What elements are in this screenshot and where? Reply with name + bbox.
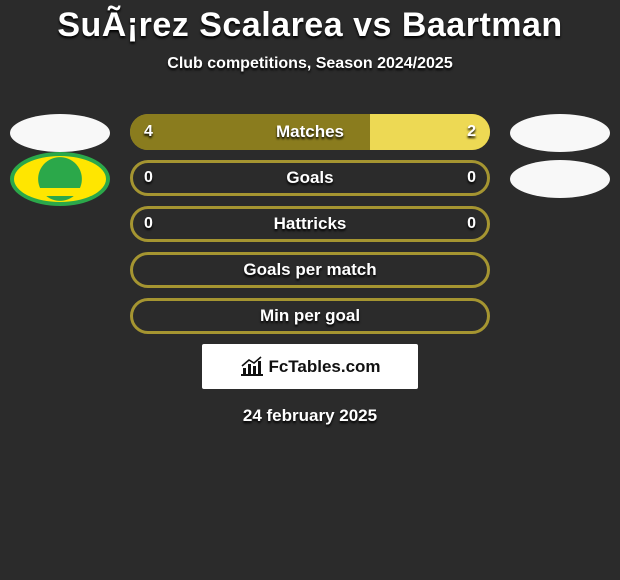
stat-row: Hattricks0 0 — [0, 202, 620, 248]
brand-text: FcTables.com — [268, 357, 380, 377]
stat-value-right: 0 — [467, 206, 476, 242]
stat-bar: Goals0 0 — [130, 160, 490, 196]
date-label: 24 february 2025 — [0, 406, 620, 426]
stat-value-left: 4 — [144, 114, 153, 150]
stat-label: Min per goal — [130, 298, 490, 334]
stats-area: Matches42Goals00Hattricks00Goals per mat… — [0, 110, 620, 340]
stat-label: Goals per match — [130, 252, 490, 288]
brand-badge: FcTables.com — [202, 344, 418, 389]
stat-row: Goals0 0 — [0, 156, 620, 202]
stat-row: Goals per match — [0, 248, 620, 294]
stat-label: Hattricks — [130, 206, 490, 242]
comparison-card: SuÃ¡rez Scalarea vs Baartman Club compet… — [0, 0, 620, 580]
stat-value-right: 0 — [467, 160, 476, 196]
stat-value-right: 2 — [467, 114, 476, 150]
chart-icon — [239, 356, 265, 378]
stat-bar: Goals per match — [130, 252, 490, 288]
stat-bar: Min per goal — [130, 298, 490, 334]
player1-club-logo — [10, 152, 110, 206]
stat-label: Goals — [130, 160, 490, 196]
stat-value-left: 0 — [144, 160, 153, 196]
player2-logo — [510, 114, 610, 152]
stat-row: Matches4 2 — [0, 110, 620, 156]
stat-label: Matches — [130, 114, 490, 150]
player1-logo — [10, 114, 110, 152]
stat-bar: Matches4 2 — [130, 114, 490, 150]
player2-club-logo — [510, 160, 610, 198]
subtitle: Club competitions, Season 2024/2025 — [0, 55, 620, 73]
stat-row: Min per goal — [0, 294, 620, 340]
stat-value-left: 0 — [144, 206, 153, 242]
page-title: SuÃ¡rez Scalarea vs Baartman — [0, 0, 620, 45]
stat-bar: Hattricks0 0 — [130, 206, 490, 242]
